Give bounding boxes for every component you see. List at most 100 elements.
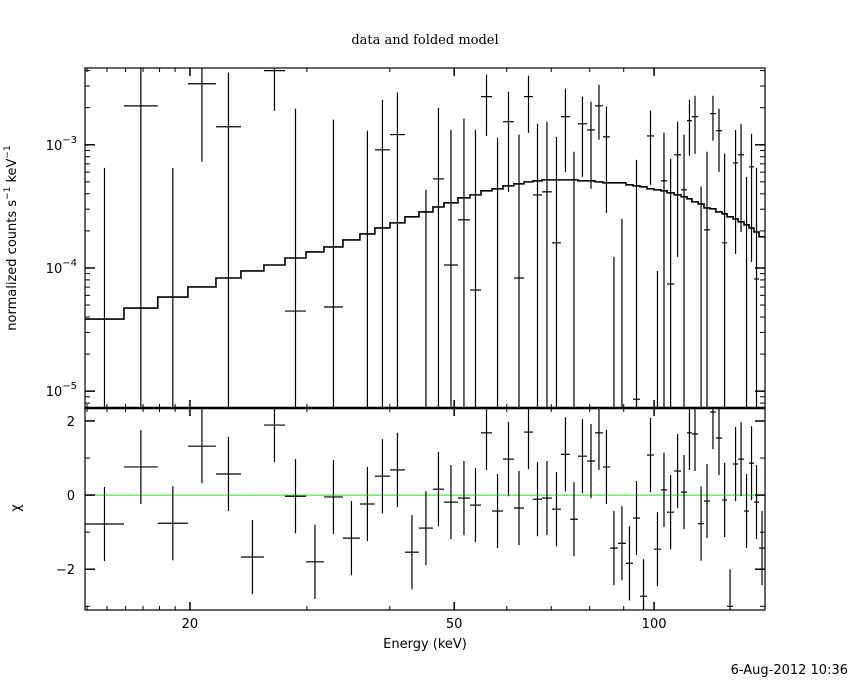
x-tick-label: 100 xyxy=(642,617,667,632)
y-axis-label-top: normalized counts s−1 keV−1 xyxy=(3,145,20,330)
residual-point xyxy=(660,452,668,527)
data-point xyxy=(749,133,754,262)
residual-point xyxy=(569,482,578,557)
data-point xyxy=(733,129,739,254)
residual-point xyxy=(715,408,723,476)
x-tick-label: 50 xyxy=(446,617,463,632)
residual-point xyxy=(586,423,595,499)
y-tick-label: 2 xyxy=(67,415,75,430)
residual-point xyxy=(646,418,655,493)
data-point xyxy=(602,106,610,213)
residual-point xyxy=(687,408,692,470)
data-point xyxy=(753,167,760,408)
data-point xyxy=(389,92,405,408)
data-point xyxy=(710,95,716,141)
residual-point xyxy=(733,426,739,502)
residual-point xyxy=(123,429,158,504)
residual-point xyxy=(753,465,760,540)
data-point xyxy=(551,136,561,408)
bottom-frame xyxy=(84,407,766,611)
data-point xyxy=(722,153,728,408)
data-point xyxy=(524,75,533,133)
data-point xyxy=(667,158,675,408)
data-point xyxy=(187,68,216,162)
residual-point xyxy=(602,429,610,504)
data-point xyxy=(443,129,458,408)
residual-point xyxy=(681,455,688,530)
residual-point xyxy=(698,486,705,561)
data-point xyxy=(285,108,306,408)
data-point xyxy=(704,151,711,408)
residual-point xyxy=(667,475,675,550)
data-point xyxy=(594,84,603,140)
residual-point xyxy=(704,463,711,539)
spectrum-panel: 10−5 10−4 10−3 xyxy=(46,67,766,410)
residual-point xyxy=(727,569,734,610)
chart-title: data and folded model xyxy=(351,33,498,48)
residual-point xyxy=(305,524,324,599)
residual-point xyxy=(738,422,745,497)
data-point xyxy=(633,159,641,408)
residual-point xyxy=(215,436,241,512)
data-point xyxy=(215,72,241,408)
y-axis-label-bottom: χ xyxy=(9,504,24,512)
data-point xyxy=(469,129,481,408)
data-point xyxy=(681,134,688,408)
residual-point xyxy=(654,512,661,587)
residual-point xyxy=(469,468,481,543)
residual-point xyxy=(157,486,188,561)
residual-point xyxy=(480,408,493,470)
data-point xyxy=(646,110,655,185)
y-tick-label: 10−5 xyxy=(46,381,77,400)
residual-point xyxy=(374,439,390,514)
x-axis-label: Energy (keV) xyxy=(383,637,467,652)
residual-point xyxy=(722,462,728,537)
timestamp: 6-Aug-2012 10:36 xyxy=(731,663,848,678)
residual-point xyxy=(492,473,504,549)
y-tick-label: 10−4 xyxy=(46,258,77,277)
data-point xyxy=(123,68,158,408)
residual-point xyxy=(443,465,458,540)
data-point xyxy=(577,96,587,177)
residual-point xyxy=(85,486,124,562)
data-point xyxy=(660,132,668,408)
residual-point xyxy=(524,408,533,470)
data-point xyxy=(457,118,470,408)
residual-point xyxy=(640,559,647,610)
residual-point xyxy=(404,515,419,590)
residual-point xyxy=(749,426,754,501)
residual-panel: 20 50 100 −2 0 2 xyxy=(56,68,766,632)
residual-point xyxy=(560,417,570,492)
data-point xyxy=(480,74,493,136)
data-point xyxy=(687,99,692,156)
residual-point xyxy=(240,519,264,595)
residual-point xyxy=(359,466,375,542)
data-point xyxy=(586,101,595,189)
residual-point xyxy=(759,511,765,586)
residual-point xyxy=(633,481,641,556)
data-point xyxy=(738,123,745,232)
residual-point xyxy=(542,461,552,536)
residual-point xyxy=(503,422,514,497)
y-tick-label: −2 xyxy=(56,563,75,578)
data-point xyxy=(263,68,286,111)
data-point xyxy=(532,123,543,408)
residual-point xyxy=(323,459,343,535)
residual-point xyxy=(187,409,216,484)
residual-point xyxy=(418,491,433,566)
residual-point xyxy=(625,526,634,601)
data-point xyxy=(542,121,552,408)
x-tick-label: 20 xyxy=(182,617,199,632)
residual-point xyxy=(744,473,750,549)
data-point xyxy=(503,91,514,192)
residual-point xyxy=(551,472,561,547)
residual-point xyxy=(691,408,699,472)
residual-point xyxy=(577,419,587,494)
data-point xyxy=(560,88,570,172)
residual-point xyxy=(617,506,626,581)
data-point xyxy=(432,107,444,408)
y-tick-label: 10−3 xyxy=(46,135,77,154)
data-point xyxy=(323,119,343,408)
data-point xyxy=(674,121,682,257)
